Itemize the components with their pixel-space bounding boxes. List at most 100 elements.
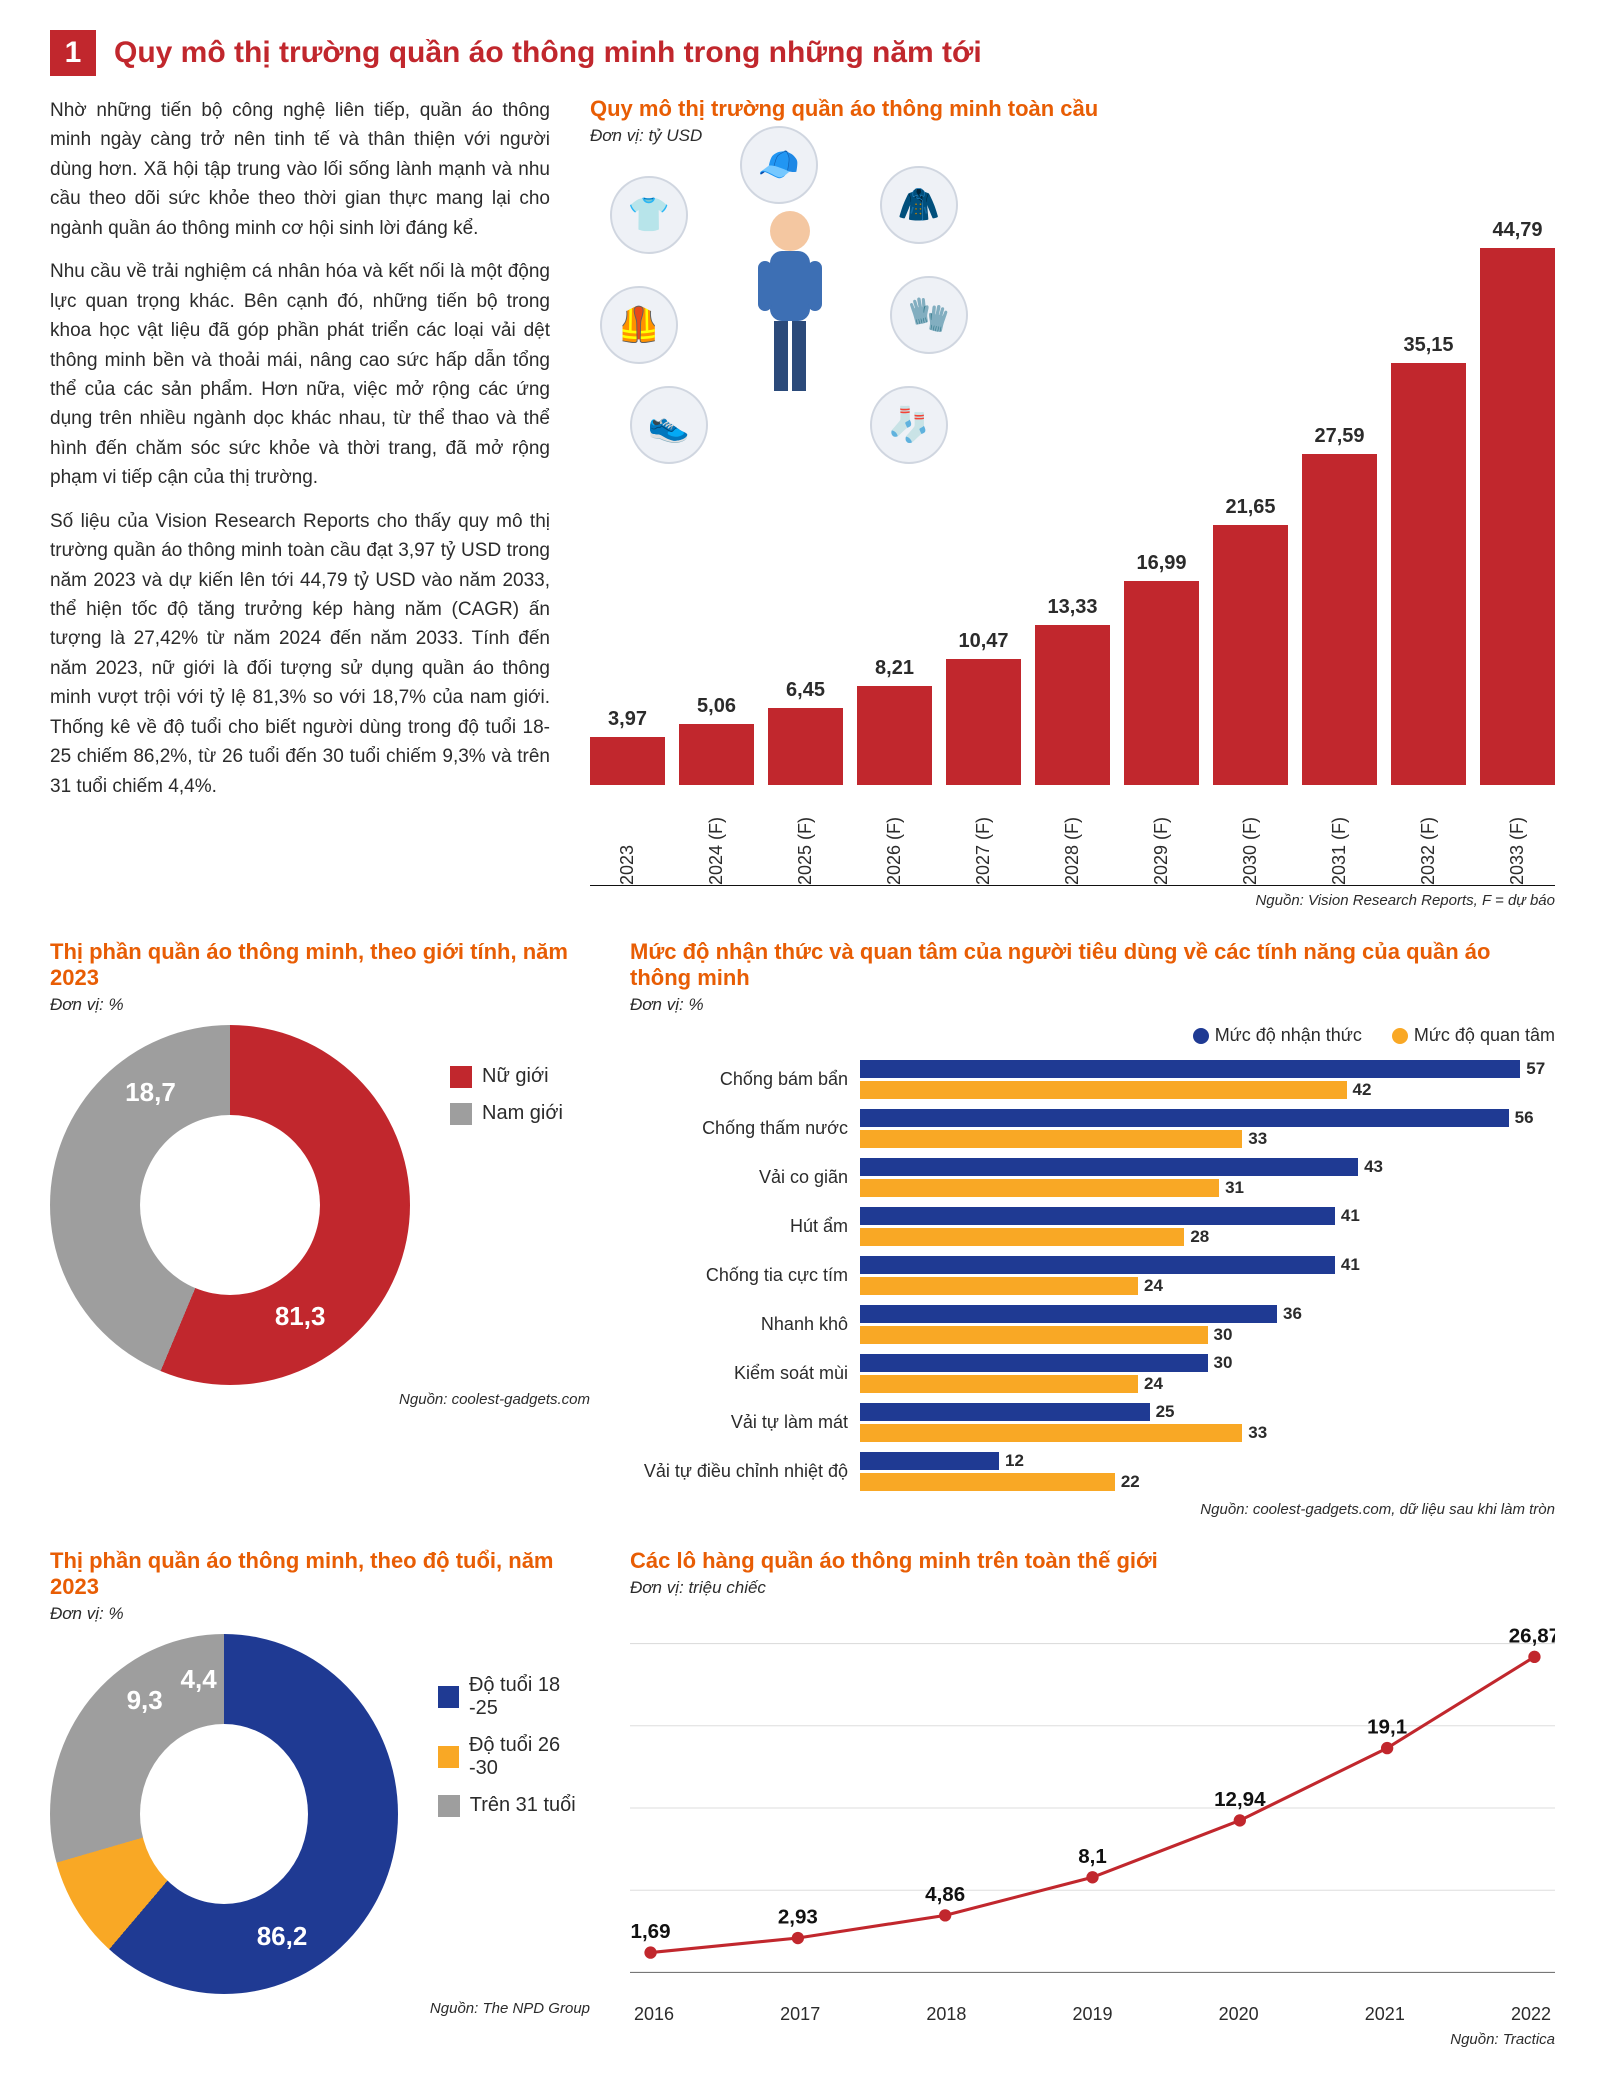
hbar-bar-group: 4331 [860, 1158, 1555, 1197]
hbar-row: Chống thấm nước5633 [630, 1109, 1555, 1148]
x-tick-label: 2020 [1219, 2004, 1259, 2025]
infographic-page: 1 Quy mô thị trường quần áo thông minh t… [0, 0, 1605, 2088]
svg-text:26,87: 26,87 [1509, 1624, 1555, 1647]
hbar-value-label: 12 [1005, 1451, 1024, 1471]
chart-unit: Đơn vị: triệu chiếc [630, 1578, 1555, 1598]
hbar-series-b: 28 [860, 1228, 1555, 1246]
hbar-row: Chống bám bẩn5742 [630, 1060, 1555, 1099]
svg-text:12,94: 12,94 [1214, 1788, 1266, 1811]
hbar-series-b: 24 [860, 1277, 1555, 1295]
hbar-category-label: Vải tự điều chỉnh nhiệt độ [630, 1461, 860, 1482]
chart-title: Thị phần quần áo thông minh, theo độ tuổ… [50, 1548, 590, 1600]
hbar-category-label: Kiểm soát mùi [630, 1363, 860, 1384]
svg-text:19,1: 19,1 [1367, 1716, 1407, 1739]
chart-source: Nguồn: The NPD Group [50, 2000, 590, 2017]
hbar-series-b: 24 [860, 1375, 1555, 1393]
legend-swatch [438, 1746, 459, 1768]
legend-label: Trên 31 tuổi [470, 1794, 576, 1817]
intro-text: Nhờ những tiến bộ công nghệ liên tiếp, q… [50, 96, 550, 909]
chart-unit: Đơn vị: % [630, 995, 1555, 1015]
donut-value-label: 9,3 [127, 1685, 163, 1716]
top-row: Nhờ những tiến bộ công nghệ liên tiếp, q… [50, 96, 1555, 909]
hbar-fill [860, 1207, 1335, 1225]
hbar-value-label: 33 [1248, 1423, 1267, 1443]
hbar-fill [860, 1130, 1242, 1148]
hbar-bar-group: 5742 [860, 1060, 1555, 1099]
hbar-series-b: 33 [860, 1424, 1555, 1442]
donut-value-label: 86,2 [257, 1921, 308, 1952]
bar-value-label: 10,47 [958, 630, 1008, 653]
hbar-series-a: 30 [860, 1354, 1555, 1372]
section-number-badge: 1 [50, 30, 96, 76]
legend-swatch [450, 1103, 472, 1125]
hbar-fill [860, 1228, 1184, 1246]
hbar-value-label: 28 [1190, 1227, 1209, 1247]
hbar-category-label: Vải tự làm mát [630, 1412, 860, 1433]
bar-value-label: 8,21 [875, 657, 914, 680]
hbar-value-label: 24 [1144, 1374, 1163, 1394]
intro-paragraph: Nhu cầu về trải nghiệm cá nhân hóa và kế… [50, 257, 550, 493]
legend-label: Độ tuổi 18 -25 [469, 1674, 590, 1720]
donut-value-label: 18,7 [125, 1077, 176, 1108]
x-tick-label: 2022 [1511, 2004, 1551, 2025]
legend-item: Nam giới [450, 1102, 563, 1125]
bar-category-label: 2023 [617, 795, 638, 885]
hbar-fill [860, 1081, 1347, 1099]
jacket-icon: 👕 [610, 176, 688, 254]
gender-donut-panel: Thị phần quần áo thông minh, theo giới t… [50, 939, 590, 1518]
bar-rect [679, 724, 754, 785]
hbar-value-label: 36 [1283, 1304, 1302, 1324]
grouped-hbar-chart: Chống bám bẩn5742 Chống thấm nước5633 Vải … [630, 1060, 1555, 1491]
bottom-row: Thị phần quần áo thông minh, theo độ tuổ… [50, 1548, 1555, 2048]
legend-swatch [438, 1686, 459, 1708]
hbar-row: Kiểm soát mùi30 24 [630, 1354, 1555, 1393]
x-tick-label: 2021 [1365, 2004, 1405, 2025]
hbar-series-a: 36 [860, 1305, 1555, 1323]
hbar-row: Vải tự làm mát25 33 [630, 1403, 1555, 1442]
hbar-series-b: 30 [860, 1326, 1555, 1344]
line-chart: 1,692,934,868,112,9419,126,87 [630, 1618, 1555, 1998]
bar-value-label: 16,99 [1136, 552, 1186, 575]
hbar-series-a: 41 [860, 1256, 1555, 1274]
bar-rect [1480, 248, 1555, 785]
legend-item: Độ tuổi 18 -25 [438, 1674, 590, 1720]
donut-value-label: 81,3 [275, 1301, 326, 1332]
hbar-bar-group: 4124 [860, 1256, 1555, 1295]
bar-rect [1124, 581, 1199, 785]
bar-rect [857, 686, 932, 785]
bar-category-label: 2025 (F) [795, 795, 816, 885]
legend-swatch [1193, 1028, 1209, 1044]
bar-column: 21,652030 (F) [1213, 496, 1288, 885]
hbar-category-label: Chống bám bẩn [630, 1069, 860, 1090]
legend-label: Nam giới [482, 1102, 563, 1125]
coat-icon: 🧥 [880, 166, 958, 244]
svg-text:8,1: 8,1 [1078, 1845, 1107, 1868]
hbar-fill [860, 1424, 1242, 1442]
shipments-line-panel: Các lô hàng quần áo thông minh trên toàn… [630, 1548, 1555, 2048]
hbar-series-a: 57 [860, 1060, 1555, 1078]
hbar-series-b: 33 [860, 1130, 1555, 1148]
hbar-fill [860, 1179, 1219, 1197]
bar-value-label: 35,15 [1403, 334, 1453, 357]
bar-category-label: 2026 (F) [884, 795, 905, 885]
hbar-fill [860, 1354, 1208, 1372]
bar-rect [946, 659, 1021, 785]
hbar-fill [860, 1305, 1277, 1323]
bar-category-label: 2033 (F) [1507, 795, 1528, 885]
hbar-category-label: Chống thấm nước [630, 1118, 860, 1139]
hbar-bar-group: 41 28 [860, 1207, 1555, 1246]
x-tick-label: 2016 [634, 2004, 674, 2025]
hbar-category-label: Vải co giãn [630, 1167, 860, 1188]
hbar-bar-group: 3630 [860, 1305, 1555, 1344]
bar-rect [1035, 625, 1110, 785]
hbar-value-label: 41 [1341, 1206, 1360, 1226]
hbar-value-label: 33 [1248, 1129, 1267, 1149]
hbar-row: Chống tia cực tím4124 [630, 1256, 1555, 1295]
hbar-series-a: 25 [860, 1403, 1555, 1421]
hbar-row: Vải co giãn4331 [630, 1158, 1555, 1197]
page-title: Quy mô thị trường quần áo thông minh tro… [114, 36, 982, 70]
svg-text:2,93: 2,93 [778, 1906, 818, 1929]
x-tick-label: 2019 [1072, 2004, 1112, 2025]
awareness-bar-panel: Mức độ nhận thức và quan tâm của người t… [630, 939, 1555, 1518]
chart-unit: Đơn vị: % [50, 995, 590, 1015]
